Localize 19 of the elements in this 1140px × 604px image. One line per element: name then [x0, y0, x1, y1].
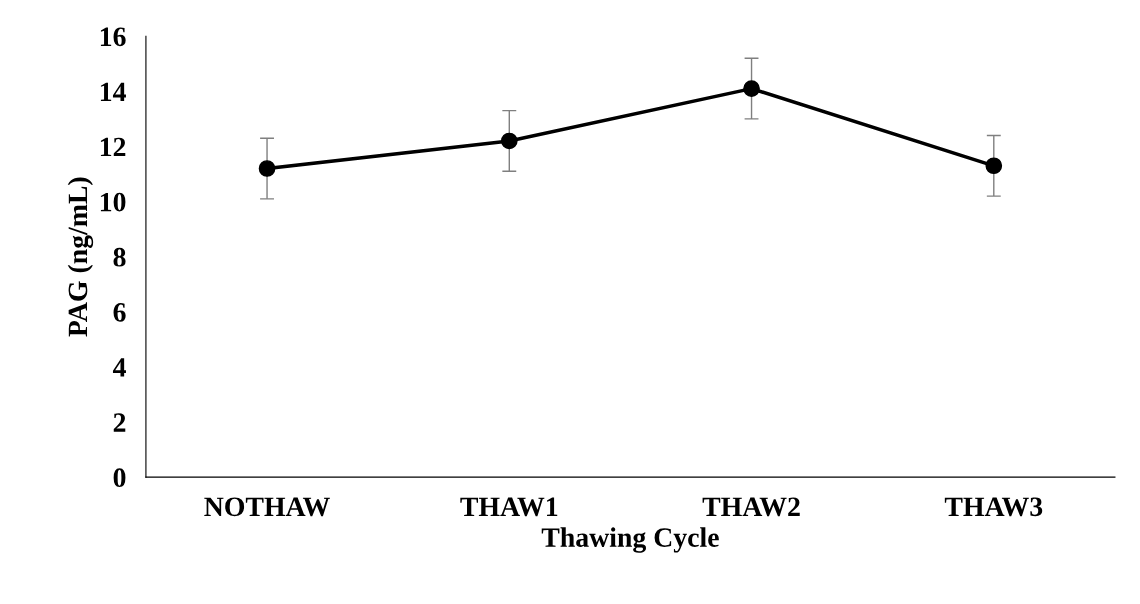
y-tick-label: 10: [100, 192, 126, 212]
y-tick-label: 0: [113, 468, 126, 488]
y-tick-label: 2: [113, 413, 126, 432]
y-tick-label: 4: [112, 358, 126, 377]
x-tick-label: THAW2: [702, 497, 800, 517]
x-tick-label: THAW3: [944, 497, 1043, 517]
x-tick-label: NOTHAW: [204, 497, 330, 517]
x-axis-title: Thawing Cycle: [541, 527, 719, 553]
point: [500, 132, 518, 150]
y-tick-label: 6: [113, 303, 126, 322]
y-tick-label: 16: [100, 27, 126, 47]
y-tick-label: 14: [100, 82, 126, 101]
x-tick-label: THAW1: [460, 497, 558, 517]
point: [258, 160, 276, 177]
y-axis-title: PAG (ng/mL): [67, 177, 94, 337]
y-tick-label: 12: [100, 137, 126, 157]
y-tick-label: 8: [113, 247, 126, 267]
point: [743, 80, 760, 97]
point: [985, 157, 1003, 175]
